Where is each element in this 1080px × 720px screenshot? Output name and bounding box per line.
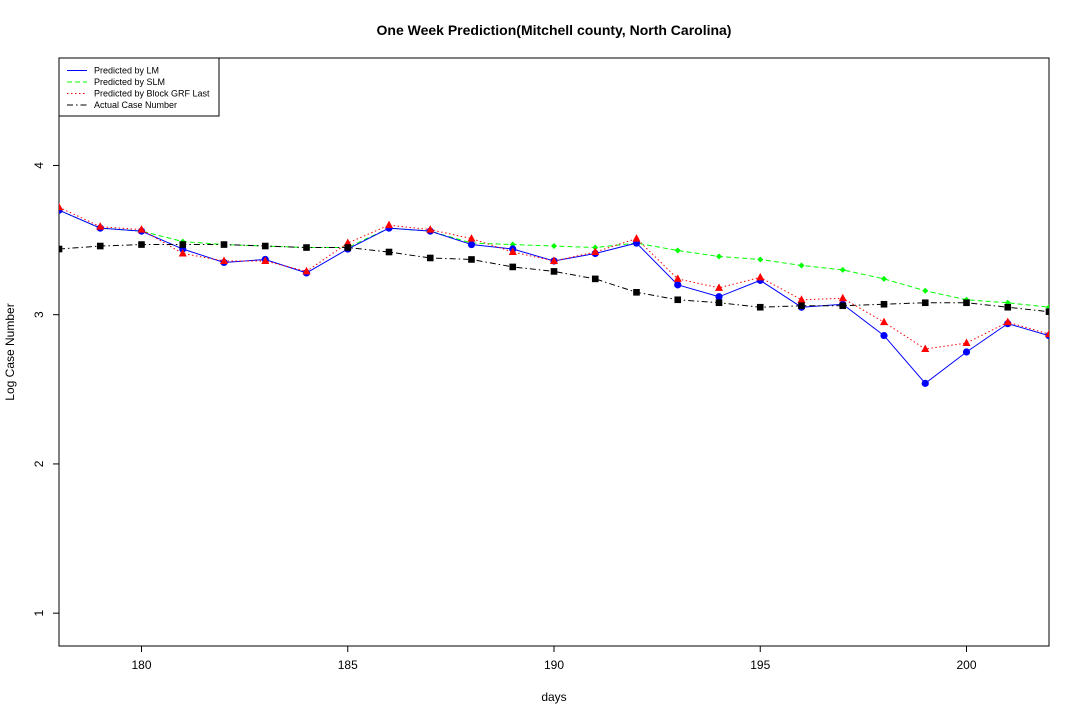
x-tick-label: 200 [956,658,976,672]
x-tick-label: 185 [338,658,358,672]
data-point [921,299,929,307]
data-point [178,249,187,257]
data-point [1004,303,1012,311]
data-point [921,344,930,353]
legend-item: Predicted by Block GRF Last [67,89,210,99]
y-tick-label: 4 [32,162,46,169]
data-point [468,256,475,263]
legend-label: Predicted by SLM [94,77,165,87]
data-point [839,266,846,273]
data-point [962,348,971,356]
data-point [261,242,269,250]
y-axis: 1 2 3 4 [32,162,59,617]
y-axis-label: Log Case Number [3,303,17,400]
x-tick-label: 180 [131,658,151,672]
data-point [716,253,722,260]
data-point [303,244,310,251]
data-point [302,266,311,275]
data-point [673,274,682,282]
data-point [838,293,847,302]
data-point [922,287,929,294]
data-point [220,241,228,248]
y-tick-label: 1 [32,610,46,617]
plot-area [59,202,1049,387]
data-point [756,303,764,311]
data-point [880,331,888,340]
y-tick-label: 2 [32,460,46,467]
legend-label: Predicted by LM [94,66,159,76]
data-point [1003,317,1012,326]
data-point [550,268,558,275]
series-line [59,206,1049,350]
data-point [1045,308,1049,316]
legend-box [58,57,220,117]
series-line [59,244,1049,313]
x-axis-label: days [541,690,566,704]
data-point [138,241,145,248]
data-point [385,248,393,256]
data-point [591,247,600,256]
data-point [343,238,352,247]
data-point [880,317,888,326]
legend-item: Actual Case Number [67,100,177,110]
data-point [344,244,352,251]
data-point [839,302,847,310]
data-point [179,241,187,248]
data-point [467,240,476,249]
data-point [137,225,146,233]
plot-frame [58,57,1050,647]
chart-title: One Week Prediction(Mitchell county, Nor… [377,22,732,38]
data-point [715,299,723,307]
data-point [880,300,888,308]
data-point [632,234,641,242]
data-point [96,242,104,250]
legend-item: Predicted by LM [67,66,159,76]
data-point [551,243,557,250]
data-point [881,275,887,282]
x-tick-label: 190 [544,658,564,672]
data-point [509,263,517,271]
data-point [798,262,805,269]
data-point [674,296,682,304]
data-point [426,254,434,262]
data-point [756,272,765,281]
data-point [1045,329,1049,338]
series-predicted-by-lm [59,206,1049,387]
data-point [426,225,435,233]
data-point [715,293,723,301]
legend-item: Predicted by SLM [67,77,165,87]
series-predicted-by-block-grf-last [59,202,1049,353]
plot-inner [59,202,1049,387]
y-tick-label: 3 [32,311,46,318]
data-point [550,256,558,264]
data-point [797,295,806,303]
data-point [962,338,971,347]
legend-label: Actual Case Number [94,100,177,110]
data-point [757,256,764,263]
data-point [674,281,682,289]
data-point [96,222,105,230]
x-tick-label: 195 [750,658,770,672]
data-point [508,247,517,256]
x-axis: 180 185 190 195 200 [131,646,977,672]
data-point [798,302,805,310]
data-point [261,256,270,264]
data-point [674,247,681,254]
series-line [59,209,1049,385]
series-actual-case-number [59,241,1049,316]
data-point [591,275,599,283]
legend-label: Predicted by Block GRF Last [94,89,210,99]
data-point [467,234,476,242]
data-point [633,289,640,296]
data-point [921,379,929,387]
data-point [385,220,393,229]
data-point [59,202,63,211]
data-point [220,256,228,264]
data-point [59,245,63,253]
data-point [963,299,970,307]
data-point [715,283,723,291]
